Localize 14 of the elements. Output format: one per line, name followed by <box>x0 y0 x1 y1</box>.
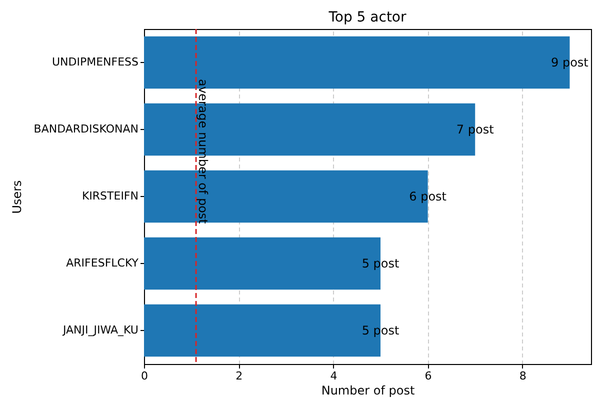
y-tick-label: BANDARDISKONAN <box>34 122 138 136</box>
ref-line-label: average number of post <box>196 79 210 224</box>
y-tick-label: KIRSTEIFN <box>82 190 138 202</box>
y-tick-label: ARIFESFLCKY <box>66 256 139 270</box>
y-axis-title: Users <box>10 180 24 214</box>
chart-title: Top 5 actor <box>328 9 406 26</box>
x-tick-label: 0 <box>141 370 148 382</box>
x-tick-label: 2 <box>236 370 243 382</box>
x-tick-label: 8 <box>519 370 526 382</box>
x-tick-label: 6 <box>424 370 432 382</box>
y-tick-label: UNDIPMENFESS <box>52 56 139 68</box>
y-tick-label: JANJI_JIWA_KU <box>62 324 138 336</box>
x-tick-label: 4 <box>330 370 338 382</box>
x-axis-title: Number of post <box>321 384 415 398</box>
